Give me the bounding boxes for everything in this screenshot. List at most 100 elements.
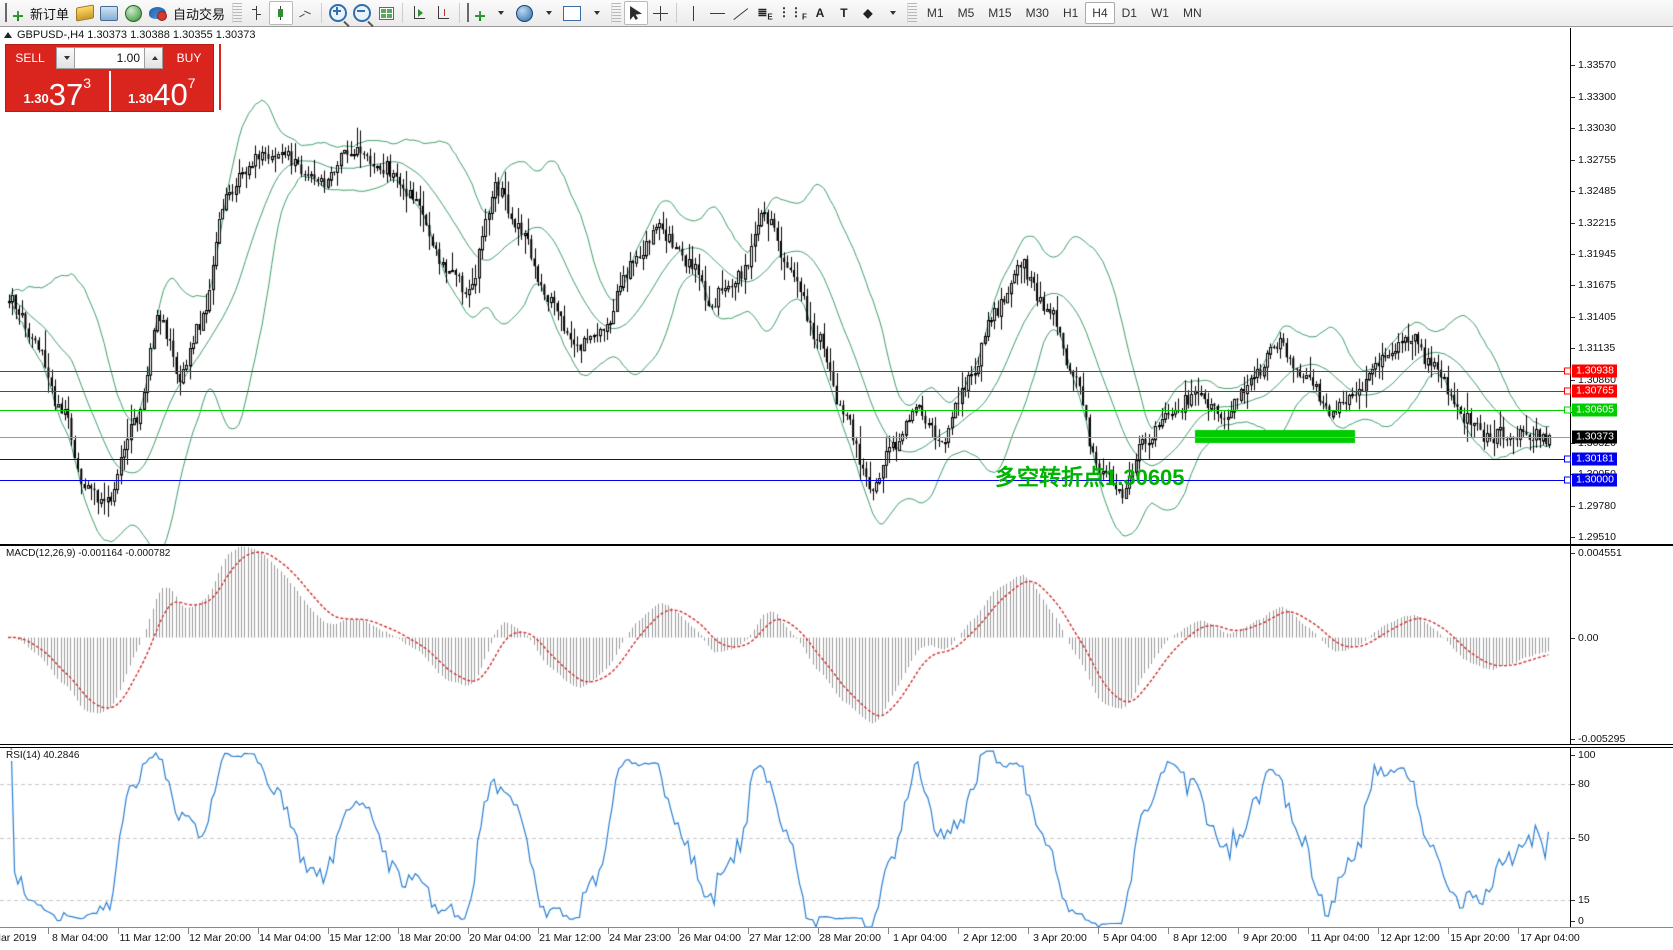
gold-icon[interactable] <box>73 1 97 25</box>
timeframe-m15[interactable]: M15 <box>988 6 1012 20</box>
price-tick: 1.33300 <box>1571 91 1616 103</box>
bar-chart-icon[interactable] <box>245 1 269 25</box>
price-tick: 1.32215 <box>1571 217 1616 229</box>
bar-shape <box>250 6 264 20</box>
price-level-line[interactable] <box>0 409 1570 411</box>
time-tick: 9 Apr 20:00 <box>1243 932 1297 944</box>
rsi-tick: 50 <box>1571 832 1590 844</box>
price-level-line[interactable] <box>0 391 1570 393</box>
navigator-icon[interactable] <box>121 1 145 25</box>
price-tick: 1.29510 <box>1571 531 1616 543</box>
time-tick: 18 Mar 20:00 <box>399 932 461 944</box>
candlestick-icon[interactable] <box>269 1 294 25</box>
indicators-dropdown-icon[interactable] <box>488 1 512 25</box>
price-level-tag[interactable]: 1.30000 <box>1572 473 1617 487</box>
chart-window[interactable]: GBPUSD-,H4 1.30373 1.30388 1.30355 1.303… <box>0 28 1673 950</box>
price-level-handle[interactable] <box>1564 367 1571 375</box>
price-level-line[interactable] <box>0 459 1570 461</box>
rsi-tick: 0 <box>1571 915 1584 927</box>
new-order-label[interactable]: 新订单 <box>30 6 70 22</box>
horizontal-line-icon[interactable] <box>705 1 729 25</box>
timeframe-w1[interactable]: W1 <box>1150 6 1169 20</box>
macd-pane[interactable]: MACD(12,26,9) -0.001164 -0.000782 0.0045… <box>0 545 1673 745</box>
templates-dropdown-icon[interactable] <box>584 1 608 25</box>
fibonacci-icon[interactable]: ≣E <box>757 4 773 22</box>
price-level-handle[interactable] <box>1564 406 1571 414</box>
macd-tick: 0.004551 <box>1571 547 1622 559</box>
timeframe-m5[interactable]: M5 <box>957 6 975 20</box>
new-order-icon[interactable] <box>2 1 26 25</box>
chart-annotation-text[interactable]: 多空转折点1.30605 <box>995 465 1185 490</box>
equidistant-channel-icon[interactable]: ⋮⋮F <box>778 4 807 22</box>
timeframe-mn[interactable]: MN <box>1182 6 1202 20</box>
indicators-icon[interactable] <box>464 1 488 25</box>
period-icon[interactable] <box>512 1 536 25</box>
templates-icon[interactable] <box>560 1 584 25</box>
price-level-handle[interactable] <box>1564 455 1571 463</box>
time-tick: 15 Mar 12:00 <box>329 932 391 944</box>
toolbar-divider <box>321 3 323 23</box>
price-level-line[interactable] <box>0 371 1570 373</box>
text-object-icon[interactable]: T <box>840 6 848 20</box>
rsi-axis[interactable]: 100 80 50 15 0 <box>1570 748 1673 927</box>
zoom-in-icon[interactable] <box>326 1 350 25</box>
macd-axis[interactable]: 0.004551 0.00 -0.005295 <box>1570 546 1673 745</box>
vertical-line-icon[interactable] <box>681 1 705 25</box>
price-level-tag[interactable]: 1.30938 <box>1572 364 1617 378</box>
candle-shape <box>274 6 288 20</box>
shift-start-shape <box>412 6 426 20</box>
time-separator <box>328 928 329 934</box>
timeframe-m30[interactable]: M30 <box>1025 6 1049 20</box>
price-level-handle[interactable] <box>1564 476 1571 484</box>
timeframe-m1[interactable]: M1 <box>926 6 944 20</box>
autotrading-icon[interactable] <box>145 1 169 25</box>
trendline-icon[interactable] <box>729 1 753 25</box>
crosshair-icon[interactable] <box>648 1 672 25</box>
time-tick: 5 Apr 04:00 <box>1103 932 1157 944</box>
price-level-tag[interactable]: 1.30181 <box>1572 452 1617 466</box>
price-axis[interactable]: 1.33570 1.33300 1.33030 1.32755 1.32485 1.322… <box>1570 28 1673 544</box>
price-pane[interactable]: 多空转折点1.30605 1.33570 1.33300 1.33030 1.3275… <box>0 28 1673 545</box>
time-tick: 27 Mar 12:00 <box>749 932 811 944</box>
last-price-tag[interactable]: 1.30373 <box>1572 430 1617 444</box>
macd-tick: 0.00 <box>1571 632 1598 644</box>
price-tick: 1.32485 <box>1571 185 1616 197</box>
time-separator <box>1098 928 1099 934</box>
objects-icon[interactable]: ◆ <box>863 6 873 20</box>
period-dropdown-icon[interactable] <box>536 1 560 25</box>
time-axis[interactable]: 6 Mar 2019 8 Mar 04:00 11 Mar 12:00 12 Mar … <box>0 927 1673 950</box>
zoom-out-icon[interactable] <box>350 1 374 25</box>
price-tick: 1.33030 <box>1571 122 1616 134</box>
autotrading-label[interactable]: 自动交易 <box>173 6 226 22</box>
time-tick: 14 Mar 04:00 <box>259 932 321 944</box>
shift-end-icon[interactable] <box>431 1 455 25</box>
timeframe-d1[interactable]: D1 <box>1121 6 1137 20</box>
market-watch-icon[interactable] <box>97 1 121 25</box>
price-level-tag[interactable]: 1.30765 <box>1572 384 1617 398</box>
rsi-canvas <box>0 748 1570 927</box>
toolbar-grip-2[interactable] <box>611 3 622 23</box>
time-tick: 8 Apr 12:00 <box>1173 932 1227 944</box>
time-tick: 15 Apr 20:00 <box>1450 932 1510 944</box>
text-label-icon[interactable]: A <box>815 6 825 20</box>
toolbar-grip-3[interactable] <box>906 3 917 23</box>
rsi-pane[interactable]: RSI(14) 40.2846 100 80 50 15 0 <box>0 747 1673 928</box>
cursor-icon[interactable] <box>624 1 649 25</box>
time-separator <box>48 928 49 934</box>
price-level-handle[interactable] <box>1564 387 1571 395</box>
time-tick: 3 Apr 20:00 <box>1033 932 1087 944</box>
time-separator <box>1308 928 1309 934</box>
timeframe-h4[interactable]: H4 <box>1085 2 1115 24</box>
time-separator <box>258 928 259 934</box>
shift-start-icon[interactable] <box>407 1 431 25</box>
price-level-line[interactable] <box>0 480 1570 482</box>
line-chart-icon[interactable] <box>293 1 317 25</box>
time-separator <box>818 928 819 934</box>
tile-windows-icon[interactable] <box>374 1 398 25</box>
price-level-tag[interactable]: 1.30605 <box>1572 403 1617 417</box>
timeframe-h1[interactable]: H1 <box>1062 6 1079 20</box>
main-toolbar: 新订单 自动交易 ≣E ⋮⋮F A T ◆ M1 M5 M15 M30 H1 H4 D1 W1… <box>0 0 1673 27</box>
objects-dropdown-icon[interactable] <box>880 1 904 25</box>
toolbar-grip[interactable] <box>232 3 243 23</box>
rsi-tick: 15 <box>1571 894 1590 906</box>
